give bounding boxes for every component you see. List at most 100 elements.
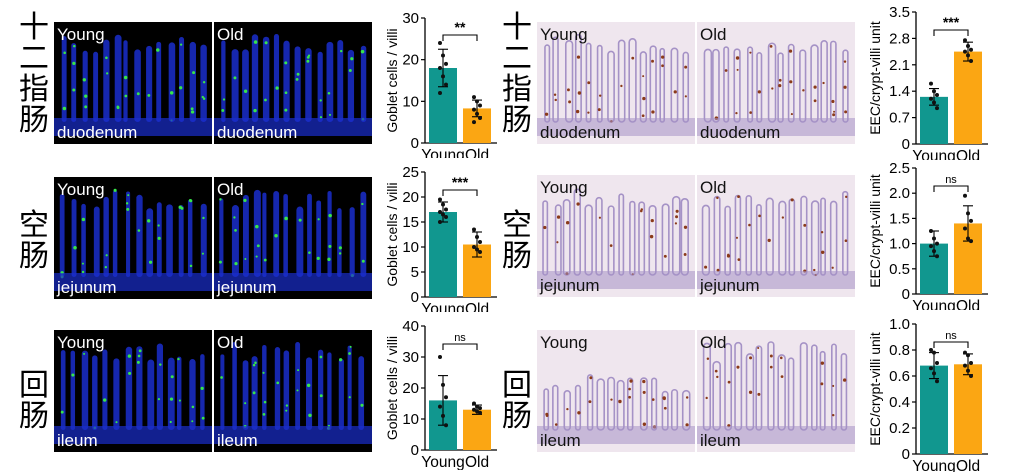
- goblet-cell-dot: [147, 219, 151, 223]
- villus: [746, 46, 754, 123]
- villus: [777, 354, 786, 431]
- eec-chart-duodenum: 0 0.7 1.4 2.1 2.8 3.5 EEC/crypt-villi unit Youn…: [868, 4, 988, 160]
- villus: [242, 49, 249, 122]
- goblet-cell-dot: [275, 86, 279, 90]
- data-point: [441, 202, 445, 207]
- villus: [724, 342, 733, 431]
- villus: [283, 193, 288, 277]
- eec-dot: [642, 96, 646, 101]
- eec-dot: [663, 254, 667, 258]
- ihc-image: [697, 190, 855, 289]
- eec-dot: [577, 411, 581, 415]
- goblet-cell-dot: [202, 80, 206, 84]
- y-tick-label: 0.4: [889, 394, 910, 411]
- category-label: Young: [912, 298, 955, 310]
- category-label: Old: [956, 148, 980, 160]
- bar-young: [920, 365, 948, 454]
- goblet-cell-dot: [127, 354, 132, 358]
- villus: [755, 345, 763, 431]
- data-point: [935, 92, 939, 97]
- villus: [842, 190, 849, 276]
- villus: [134, 49, 141, 122]
- fluorescence-image: [214, 189, 372, 291]
- eec-dot: [649, 234, 654, 239]
- eec-dot: [832, 384, 835, 387]
- ihc-image: [537, 188, 695, 289]
- villus: [81, 203, 86, 277]
- significance-label: **: [455, 19, 466, 35]
- villus: [542, 200, 549, 276]
- y-tick-label: 10: [402, 239, 419, 256]
- goblet-cell-dot: [256, 244, 260, 248]
- villus: [840, 353, 848, 431]
- goblet-cell-dot: [159, 363, 162, 366]
- bar-old: [463, 409, 491, 450]
- eec-dot: [716, 375, 719, 379]
- panel-label-region: jejunum: [700, 276, 760, 295]
- fluorescence-image: [54, 343, 212, 444]
- villus: [318, 349, 324, 430]
- data-point: [444, 395, 448, 400]
- eec-dot: [737, 258, 741, 261]
- goblet-cell-dot: [234, 261, 238, 266]
- goblet-cell-dot: [137, 354, 141, 358]
- goblet-cell-dot: [252, 391, 256, 395]
- goblet-cell-dot: [202, 97, 206, 100]
- goblet-cell-dot: [234, 229, 237, 232]
- goblet-cell-dot: [255, 224, 259, 229]
- eec-dot: [650, 218, 654, 223]
- villus: [295, 342, 301, 430]
- eec-dot: [641, 114, 645, 118]
- eec-dot: [556, 215, 561, 219]
- crypt-band: [214, 273, 372, 291]
- villus: [156, 41, 162, 122]
- ihc-panel-ileum-young: Young ileum: [537, 330, 695, 452]
- villus: [60, 350, 66, 430]
- villus: [616, 379, 625, 431]
- villus: [788, 198, 796, 276]
- eec-dot: [769, 354, 773, 358]
- eec-dot: [705, 396, 708, 400]
- villus: [283, 350, 290, 430]
- eec-dot: [629, 379, 633, 383]
- villus: [306, 357, 313, 430]
- ihc-panel-jejunum-old: Old jejunum: [697, 175, 855, 297]
- goblet-cell-dot: [254, 361, 257, 365]
- villus: [360, 191, 367, 277]
- goblet-cell-dot: [180, 206, 184, 210]
- significance-bracket: [442, 34, 478, 41]
- ihc-panel-duodenum-old: Old duodenum: [697, 22, 855, 144]
- villus: [787, 357, 795, 431]
- villus: [734, 341, 743, 431]
- villus: [316, 200, 322, 277]
- villus: [810, 44, 819, 123]
- villus: [638, 201, 646, 276]
- villus: [811, 344, 818, 431]
- significance-label: ***: [943, 14, 960, 30]
- eec-dot: [844, 110, 848, 114]
- y-tick-label: 40: [402, 318, 419, 335]
- villus: [713, 195, 721, 276]
- eec-dot: [576, 55, 581, 59]
- eec-dot: [587, 111, 590, 114]
- goblet-cell-dot: [201, 95, 204, 99]
- eec-dot: [675, 209, 679, 213]
- goblet-cell-dot: [81, 262, 84, 265]
- panel-label-old: Old: [700, 25, 727, 44]
- villus: [564, 40, 574, 123]
- eec-dot: [568, 100, 572, 104]
- goblet-cell-dot: [137, 229, 141, 232]
- eec-dot: [587, 81, 591, 85]
- data-point: [472, 120, 476, 125]
- villus: [563, 390, 571, 431]
- panel-label-old: Old: [217, 333, 244, 352]
- eec-dot: [545, 412, 549, 416]
- eec-dot: [813, 99, 817, 103]
- villus: [262, 192, 267, 277]
- eec-dot: [820, 382, 824, 386]
- category-label: Young: [421, 147, 464, 158]
- y-tick-label: 2.8: [889, 30, 910, 47]
- eec-dot: [843, 85, 847, 89]
- eec-dot: [831, 413, 835, 417]
- villus: [829, 40, 837, 123]
